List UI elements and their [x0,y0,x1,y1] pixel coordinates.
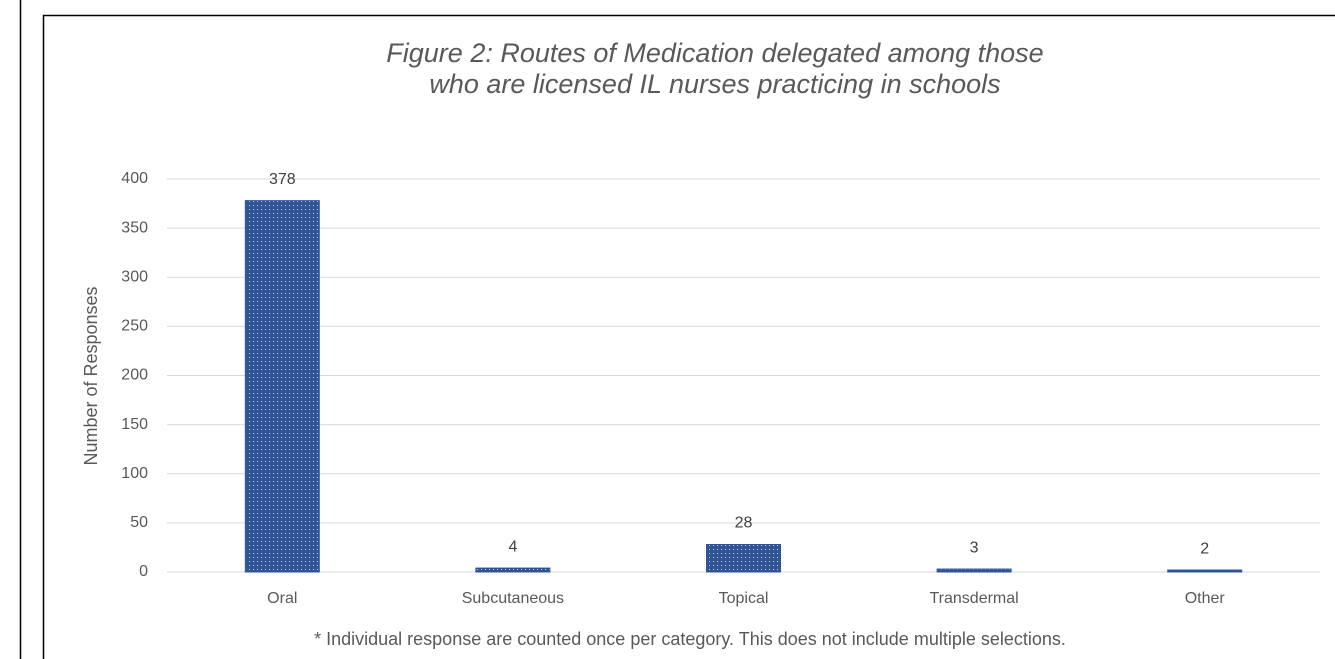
y-tick-label: 0 [139,563,148,580]
y-tick-label: 350 [121,219,148,236]
bar [936,568,1012,573]
y-tick-label: 300 [121,268,148,285]
bar [244,200,320,573]
y-axis-label: Number of Responses [81,286,101,465]
y-tick-label: 100 [121,465,148,482]
value-label: 3 [970,539,979,556]
x-tick-label: Subcutaneous [462,590,564,607]
chart-border [42,14,1335,659]
bar [1167,569,1243,573]
x-tick-label: Transdermal [929,590,1018,607]
y-tick-label: 150 [121,416,148,433]
chart-title: Figure 2: Routes of Medication delegated… [386,38,1044,99]
value-label: 378 [269,171,296,188]
bar [475,567,551,573]
value-label: 2 [1200,540,1209,557]
x-tick-label: Other [1185,590,1226,607]
value-label: 4 [508,538,517,555]
x-tick-label: Topical [719,590,769,607]
footnote: * Individual response are counted once p… [314,629,1066,649]
bar [706,543,781,573]
y-tick-label: 400 [121,170,148,187]
value-label: 28 [735,515,753,532]
y-tick-label: 200 [121,367,148,384]
x-tick-label: Oral [267,590,297,607]
y-tick-label: 50 [130,514,148,531]
y-tick-label: 250 [121,318,148,335]
